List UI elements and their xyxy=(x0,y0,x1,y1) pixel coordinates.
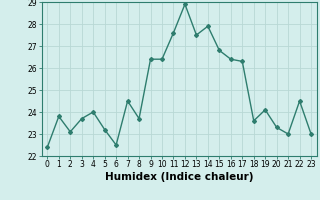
X-axis label: Humidex (Indice chaleur): Humidex (Indice chaleur) xyxy=(105,172,253,182)
